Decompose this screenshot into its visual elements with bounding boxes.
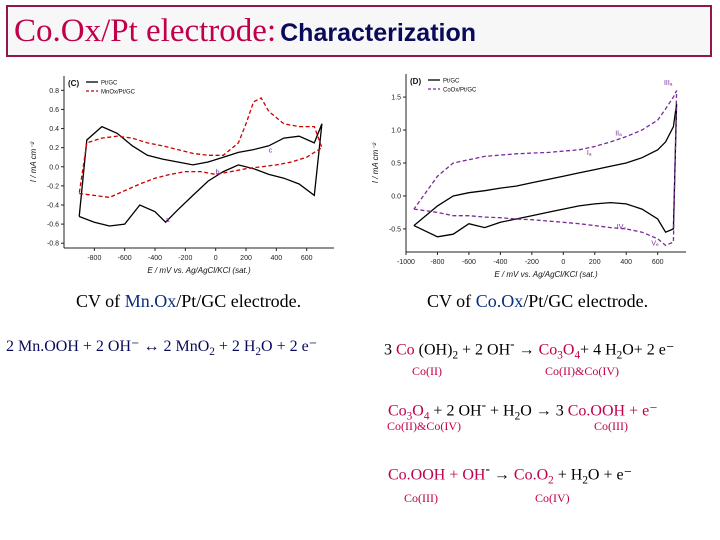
y-tick-label: 0.0: [391, 193, 401, 200]
y-tick-label: 0.8: [49, 88, 59, 95]
label-co-iii-2: Co(III): [404, 491, 438, 505]
y-axis-label: I / mA cm⁻²: [371, 142, 380, 183]
label-co-ii-iv: Co(II)&Co(IV): [545, 364, 619, 378]
y-tick-label: 0.0: [49, 164, 59, 171]
label-co-ii-iv-2: Co(II)&Co(IV): [387, 419, 461, 433]
slide-subtitle: Characterization: [280, 19, 477, 47]
cv-plot-mnox: -800 -600 -400 -200 0 200 400 600 -0.8 -0.6 -0.4 -0…: [29, 76, 334, 275]
caption-mnox: CV of Mn.Ox/Pt/GC electrode.: [76, 291, 302, 311]
annotation-label: a: [166, 217, 170, 224]
equation-co-3: Co.OOH + OH- → Co.O2 + H2O + e⁻: [388, 461, 633, 487]
x-tick-label: -400: [148, 255, 162, 262]
equation-co-2: Co3O4 + 2 OH- + H2O → 3 Co.OOH + e⁻: [388, 397, 658, 423]
annotation-label: b: [216, 169, 220, 176]
legend-label: Pt/GC: [101, 81, 118, 87]
x-tick-label: 600: [652, 259, 664, 266]
slide-title-text: Co.Ox/Pt electrode:: [14, 13, 277, 49]
y-tick-label: -0.4: [47, 203, 59, 210]
cv-plot-coox: -1000 -800 -600 -400 -200 0 200 400 600 -0.5 0.0 0.…: [371, 74, 686, 279]
y-axis-label: I / mA cm⁻²: [29, 141, 38, 182]
annotation-label: IVₑ: [617, 224, 627, 231]
panel-label: (C): [68, 79, 79, 88]
y-tick-label: 0.4: [49, 126, 59, 133]
equation-mn: 2 Mn.OOH + 2 OH⁻ ↔ 2 MnO2 + 2 H2O + 2 e⁻: [6, 338, 318, 359]
y-tick-label: -0.6: [47, 222, 59, 229]
annotation-label: Vₑ: [651, 240, 659, 247]
y-tick-label: 0.2: [49, 145, 59, 152]
x-tick-label: -800: [430, 259, 444, 266]
label-co-iii: Co(III): [594, 419, 628, 433]
annotation-label: IIₐ: [615, 130, 622, 137]
x-tick-label: 200: [589, 259, 601, 266]
y-tick-label: 1.0: [391, 128, 401, 135]
x-tick-label: 0: [214, 255, 218, 262]
label-co-ii: Co(II): [412, 364, 442, 378]
x-tick-label: 0: [561, 259, 565, 266]
series-line-2: [413, 90, 678, 247]
x-tick-label: -800: [87, 255, 101, 262]
legend-label: MnOx/Pt/GC: [101, 90, 136, 96]
legend-label: CoOx/Pt/GC: [443, 88, 477, 94]
y-tick-label: -0.2: [47, 183, 59, 190]
title-box: Co.Ox/Pt electrode: Characterization: [6, 5, 712, 57]
legend-label: Pt/GC: [443, 79, 460, 85]
panel-label: (D): [410, 77, 421, 86]
series-line-1: [78, 123, 323, 227]
x-tick-label: 600: [301, 255, 313, 262]
x-axis-label: E / mV vs. Ag/AgCl/KCl (sat.): [147, 266, 251, 275]
slide-title: Co.Ox/Pt electrode: Characterization: [14, 13, 476, 50]
annotation-label: IIIₐ: [664, 80, 673, 87]
caption-coox: CV of Co.Ox/Pt/GC electrode.: [427, 291, 649, 311]
x-tick-label: -200: [178, 255, 192, 262]
series-line-2: [78, 97, 323, 199]
label-co-iv: Co(IV): [535, 491, 570, 505]
series-line-1: [413, 103, 678, 238]
x-tick-label: 200: [240, 255, 252, 262]
x-tick-label: -400: [493, 259, 507, 266]
y-tick-label: -0.5: [389, 226, 401, 233]
annotation-label: Iₐ: [587, 150, 592, 157]
x-tick-label: 400: [271, 255, 283, 262]
x-tick-label: 400: [620, 259, 632, 266]
x-tick-label: -200: [525, 259, 539, 266]
x-tick-label: -600: [462, 259, 476, 266]
equation-co-1: 3 Co (OH)2 + 2 OH- → Co3O4+ 4 H2O+ 2 e⁻: [384, 336, 675, 362]
x-tick-label: -600: [118, 255, 132, 262]
x-axis-label: E / mV vs. Ag/AgCl/KCl (sat.): [494, 270, 598, 279]
y-tick-label: 1.5: [391, 95, 401, 102]
annotation-label: c: [269, 147, 273, 154]
x-tick-label: -1000: [397, 259, 415, 266]
y-tick-label: 0.6: [49, 107, 59, 114]
y-tick-label: 0.5: [391, 161, 401, 168]
y-tick-label: -0.8: [47, 241, 59, 248]
